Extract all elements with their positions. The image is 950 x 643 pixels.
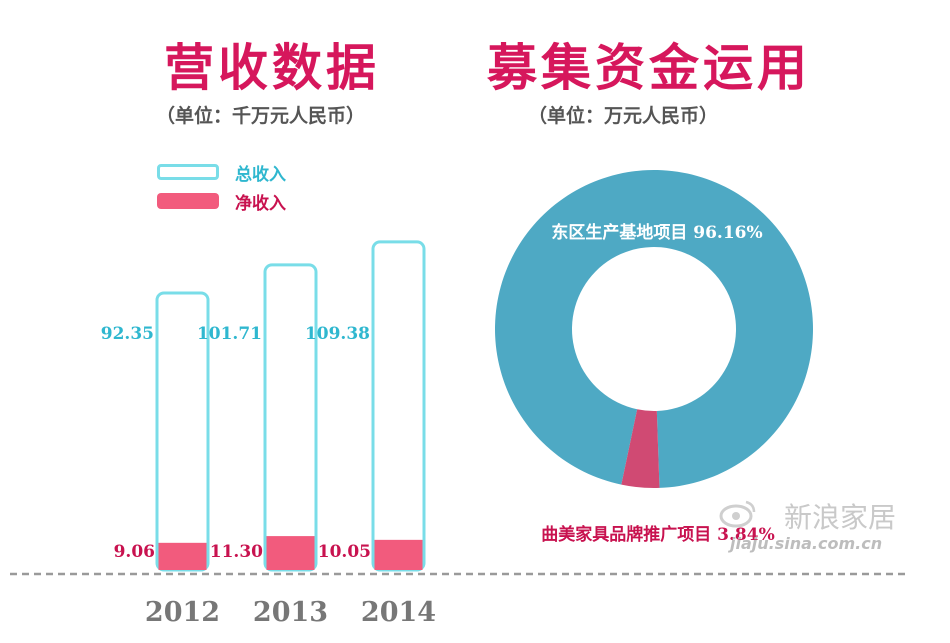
total-revenue-bar-2013 — [263, 263, 318, 572]
legend-swatch-total — [157, 164, 219, 180]
donut-label-brand-promotion: 曲美家具品牌推广项目 3.84% — [541, 524, 774, 545]
sina-eye-logo-icon — [719, 500, 756, 528]
left-chart-title: 营收数据 — [164, 39, 380, 97]
right-chart-title: 募集资金运用 — [487, 39, 811, 97]
watermark-url: jiaju.sina.com.cn — [730, 534, 883, 553]
total-revenue-bar-2014 — [371, 240, 426, 572]
total-revenue-label-2014: 109.38 — [305, 324, 370, 344]
left-chart-unit: （单位：千万元人民币） — [156, 105, 366, 127]
net-revenue-bar-2014 — [374, 539, 423, 570]
legend-label-total: 总收入 — [235, 164, 286, 185]
donut-slice-brand-promotion — [621, 409, 660, 488]
net-revenue-bar-2013 — [266, 536, 315, 570]
year-tick-label-2013: 2013 — [253, 597, 328, 628]
donut-label-east-base: 东区生产基地项目 96.16% — [551, 222, 762, 243]
net-revenue-label-2012: 9.06 — [114, 542, 155, 562]
legend-swatch-net — [157, 193, 219, 209]
watermark: 新浪家居 jiaju.sina.com.cn — [718, 494, 928, 554]
net-revenue-bar-2012 — [158, 542, 207, 570]
total-revenue-label-2013: 101.71 — [197, 324, 262, 344]
legend-item-net: 净收入 — [157, 191, 286, 214]
legend-label-net: 净收入 — [235, 193, 286, 214]
legend-item-total: 总收入 — [157, 162, 286, 185]
net-revenue-label-2013: 11.30 — [210, 542, 263, 562]
right-chart-unit: （单位：万元人民币） — [528, 105, 719, 127]
net-revenue-label-2014: 10.05 — [318, 542, 371, 562]
donut-slice-east-base — [495, 170, 814, 488]
year-tick-label-2012: 2012 — [145, 597, 220, 628]
revenue-bar-chart: 92.35 9.06 2012 101.71 11.30 2013 109.38 10.05 2… — [101, 240, 436, 628]
total-revenue-label-2012: 92.35 — [101, 324, 154, 344]
year-tick-label-2014: 2014 — [361, 597, 436, 628]
watermark-brand: 新浪家居 — [784, 501, 897, 534]
fund-usage-donut-chart: 东区生产基地项目 96.16% 曲美家具品牌推广项目 3.84% — [495, 170, 814, 545]
